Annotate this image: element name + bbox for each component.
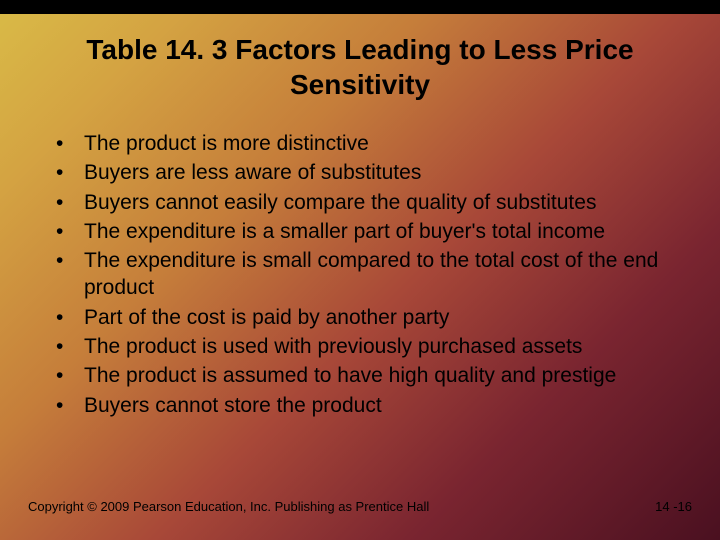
slide: Table 14. 3 Factors Leading to Less Pric…: [0, 0, 720, 540]
footer: Copyright © 2009 Pearson Education, Inc.…: [28, 499, 692, 514]
content-area: The product is more distinctive Buyers a…: [0, 102, 720, 419]
page-number: 14 -16: [655, 499, 692, 514]
list-item: The product is assumed to have high qual…: [56, 362, 680, 389]
list-item: The expenditure is a smaller part of buy…: [56, 218, 680, 245]
list-item: The product is used with previously purc…: [56, 333, 680, 360]
bullet-list: The product is more distinctive Buyers a…: [56, 130, 680, 419]
copyright-text: Copyright © 2009 Pearson Education, Inc.…: [28, 499, 429, 514]
top-bar: [0, 0, 720, 14]
list-item: Buyers are less aware of substitutes: [56, 159, 680, 186]
list-item: The product is more distinctive: [56, 130, 680, 157]
list-item: Buyers cannot easily compare the quality…: [56, 189, 680, 216]
list-item: The expenditure is small compared to the…: [56, 247, 680, 302]
slide-title: Table 14. 3 Factors Leading to Less Pric…: [0, 14, 720, 102]
list-item: Buyers cannot store the product: [56, 392, 680, 419]
list-item: Part of the cost is paid by another part…: [56, 304, 680, 331]
